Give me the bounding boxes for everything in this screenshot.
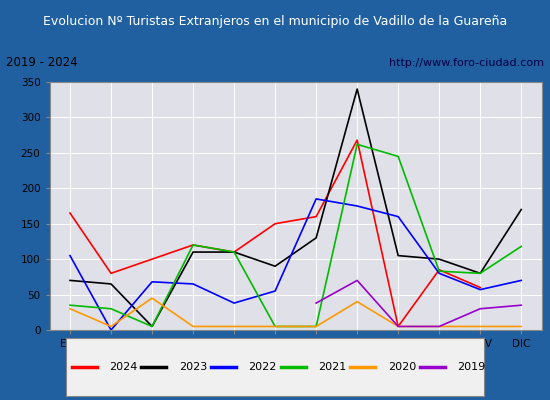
Text: 2023: 2023 <box>179 362 207 372</box>
Text: http://www.foro-ciudad.com: http://www.foro-ciudad.com <box>389 58 544 68</box>
Text: Evolucion Nº Turistas Extranjeros en el municipio de Vadillo de la Guareña: Evolucion Nº Turistas Extranjeros en el … <box>43 14 507 28</box>
Text: 2024: 2024 <box>109 362 138 372</box>
Text: 2022: 2022 <box>249 362 277 372</box>
Text: 2020: 2020 <box>388 362 416 372</box>
Text: 2019 - 2024: 2019 - 2024 <box>6 56 77 69</box>
Text: 2019: 2019 <box>458 362 486 372</box>
Text: 2021: 2021 <box>318 362 346 372</box>
